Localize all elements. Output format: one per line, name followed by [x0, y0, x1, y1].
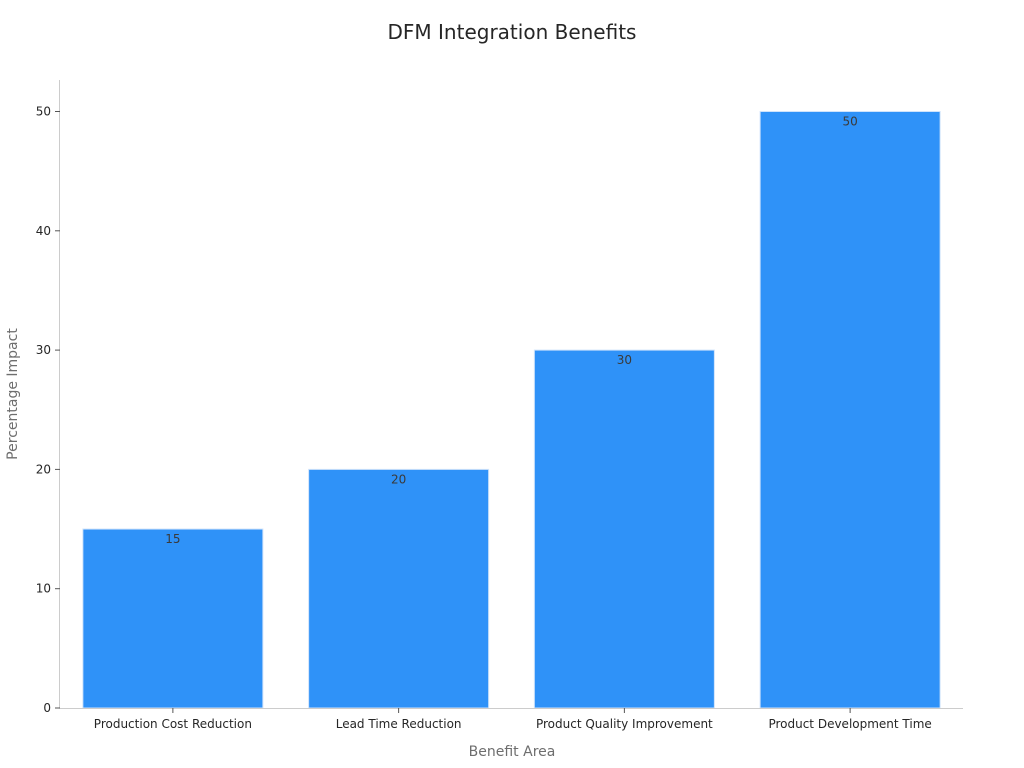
y-axis-label: Percentage Impact [5, 328, 21, 460]
bar [533, 349, 715, 709]
y-ticks: 0 10 20 30 40 50 [36, 105, 60, 715]
data-label: 20 [391, 472, 406, 486]
y-tick-label: 10 [36, 582, 51, 596]
data-label: 30 [617, 353, 632, 367]
bar [308, 468, 490, 709]
x-axis-label: Benefit Area [469, 744, 556, 760]
bar [759, 111, 941, 709]
y-tick-label: 50 [36, 105, 51, 119]
y-tick-label: 30 [36, 343, 51, 357]
y-tick-label: 0 [43, 701, 51, 715]
x-ticks: Production Cost Reduction Lead Time Reduc… [94, 708, 932, 731]
axes-layer [59, 80, 963, 709]
y-tick-label: 20 [36, 462, 51, 476]
chart-title: DFM Integration Benefits [387, 20, 637, 44]
bar [82, 528, 264, 709]
bars-layer [82, 111, 941, 709]
y-tick-label: 40 [36, 224, 51, 238]
data-label: 15 [165, 532, 180, 546]
x-tick-label: Product Quality Improvement [536, 717, 713, 731]
x-tick-label: Product Development Time [768, 717, 931, 731]
data-labels: 15 20 30 50 [165, 115, 858, 547]
data-label: 50 [842, 115, 857, 129]
x-tick-label: Lead Time Reduction [336, 717, 462, 731]
x-tick-label: Production Cost Reduction [94, 717, 252, 731]
